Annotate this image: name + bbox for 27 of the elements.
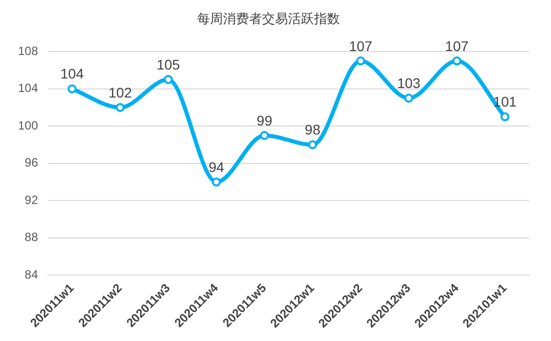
- point: [308, 140, 318, 150]
- point: [452, 56, 462, 66]
- y-tick-label: 88: [24, 230, 38, 244]
- data-label: 103: [397, 75, 421, 92]
- point: [68, 84, 77, 94]
- y-tick-label: 108: [18, 44, 38, 58]
- data-label: 98: [304, 122, 321, 138]
- point: [116, 102, 125, 112]
- data-label: 107: [445, 38, 469, 54]
- data-label: 102: [108, 84, 132, 100]
- y-tick-label: 92: [24, 192, 38, 207]
- data-label: 107: [348, 38, 373, 54]
- y-tick-label: 96: [24, 156, 38, 170]
- data-label: 99: [256, 112, 272, 128]
- point: [404, 94, 414, 103]
- point: [500, 112, 510, 122]
- y-tick-label: 84: [24, 267, 38, 282]
- data-label: 105: [156, 56, 180, 72]
- y-tick-label: 100: [18, 118, 38, 132]
- y-tick-label: 104: [18, 81, 38, 96]
- data-label: 94: [208, 158, 224, 175]
- chart-title: 每周消费者交易活跃指数: [197, 11, 340, 28]
- point: [260, 130, 269, 140]
- point: [212, 178, 221, 187]
- point: [164, 75, 173, 84]
- point: [356, 56, 366, 66]
- data-label: 104: [60, 66, 84, 82]
